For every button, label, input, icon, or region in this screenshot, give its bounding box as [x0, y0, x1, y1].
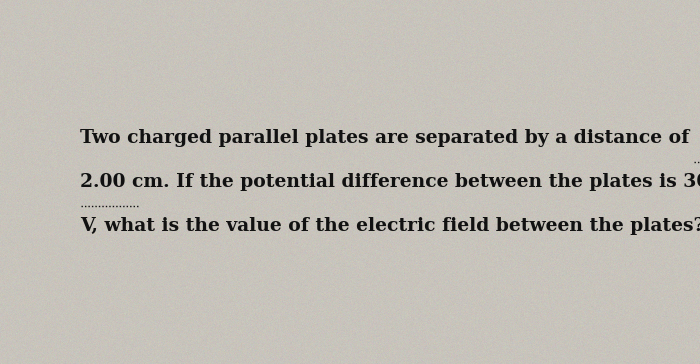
Text: V, what is the value of the electric field between the plates?: V, what is the value of the electric fie…	[80, 217, 700, 235]
Text: 2.00 cm. If the potential difference between the plates is 300: 2.00 cm. If the potential difference bet…	[80, 173, 700, 191]
Text: Two charged parallel plates are separated by a distance of: Two charged parallel plates are separate…	[80, 129, 690, 147]
